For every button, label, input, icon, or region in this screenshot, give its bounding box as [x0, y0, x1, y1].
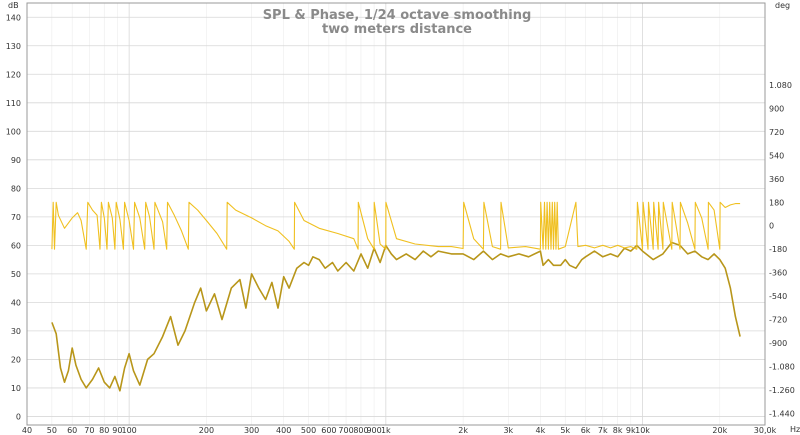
x-tick-label: 1k	[381, 426, 391, 435]
y2-tick-label: -1.260	[769, 386, 795, 395]
chart-title: SPL & Phase, 1/24 octave smoothing	[263, 8, 532, 23]
y-axis-left: 0 10 20 30 40 50 60 70 80 90 100 110 120 130 140	[6, 13, 21, 421]
x-tick-label: 400	[276, 426, 291, 435]
y2-tick-label: 900	[769, 105, 784, 114]
x-tick-label: 600	[321, 426, 336, 435]
y2-tick-label: -180	[769, 245, 787, 254]
y-tick-label: 120	[6, 70, 21, 79]
y-tick-label: 100	[6, 127, 21, 136]
x-tick-label: 10k	[635, 426, 650, 435]
y2-tick-label: 1.080	[769, 81, 792, 90]
y-tick-label: 40	[11, 298, 21, 307]
x-tick-label: 2k	[458, 426, 468, 435]
y-tick-label: 20	[11, 355, 21, 364]
y2-tick-label: 360	[769, 175, 784, 184]
x-tick-label: 8k	[613, 426, 623, 435]
x-tick-label: 9k	[626, 426, 636, 435]
x-tick-label: 3k	[503, 426, 513, 435]
y-tick-label: 130	[6, 42, 21, 51]
x-tick-label: 800	[353, 426, 368, 435]
x-tick-label: 40	[22, 426, 32, 435]
y-axis-right: -1.440 -1.260 -1.080 -900 -720 -540 -360 -180 0 1…	[769, 81, 795, 418]
x-tick-label: 200	[199, 426, 214, 435]
y2-tick-label: -540	[769, 292, 787, 301]
y2-tick-label: -900	[769, 339, 787, 348]
x-tick-label: 6k	[581, 426, 591, 435]
x-tick-label: 90	[112, 426, 122, 435]
y2-tick-label: -360	[769, 269, 787, 278]
chart-subtitle: two meters distance	[322, 22, 472, 37]
y-tick-label: 10	[11, 384, 21, 393]
y2-tick-label: 180	[769, 198, 784, 207]
y2-tick-label: 720	[769, 128, 784, 137]
x-tick-label: 900	[366, 426, 381, 435]
x-tick-label: 50	[47, 426, 57, 435]
left-unit-label: dB	[8, 1, 19, 10]
y-tick-label: 80	[11, 184, 21, 193]
y-tick-label: 140	[6, 13, 21, 22]
y-tick-label: 70	[11, 213, 21, 222]
y2-tick-label: 540	[769, 151, 784, 160]
y2-tick-label: 0	[769, 222, 774, 231]
x-tick-label: 20k	[712, 426, 727, 435]
y-tick-label: 0	[16, 412, 21, 421]
x-tick-label: 30,0k	[754, 426, 777, 435]
x-tick-label: 300	[244, 426, 259, 435]
x-tick-label: 700	[338, 426, 353, 435]
spl-line	[51, 241, 741, 392]
grid	[26, 3, 766, 425]
x-tick-label: 500	[301, 426, 316, 435]
y-tick-label: 30	[11, 327, 21, 336]
x-unit-label: Hz	[790, 425, 800, 434]
x-tick-label: 5k	[560, 426, 570, 435]
right-unit-label: deg	[775, 1, 790, 10]
y-tick-label: 50	[11, 270, 21, 279]
x-tick-label: 7k	[598, 426, 608, 435]
y-tick-label: 110	[6, 99, 21, 108]
x-tick-label: 4k	[536, 426, 546, 435]
x-tick-label: 70	[84, 426, 94, 435]
y2-tick-label: -720	[769, 316, 787, 325]
phase-line	[51, 201, 741, 250]
y-tick-label: 90	[11, 156, 21, 165]
x-tick-label: 80	[99, 426, 109, 435]
y2-tick-label: -1.080	[769, 362, 795, 371]
y2-tick-label: -1.440	[769, 409, 795, 418]
x-tick-label: 60	[67, 426, 77, 435]
y-tick-label: 60	[11, 241, 21, 250]
series-layer	[51, 201, 741, 392]
x-tick-label: 100	[122, 426, 137, 435]
plot-frame	[26, 2, 766, 426]
